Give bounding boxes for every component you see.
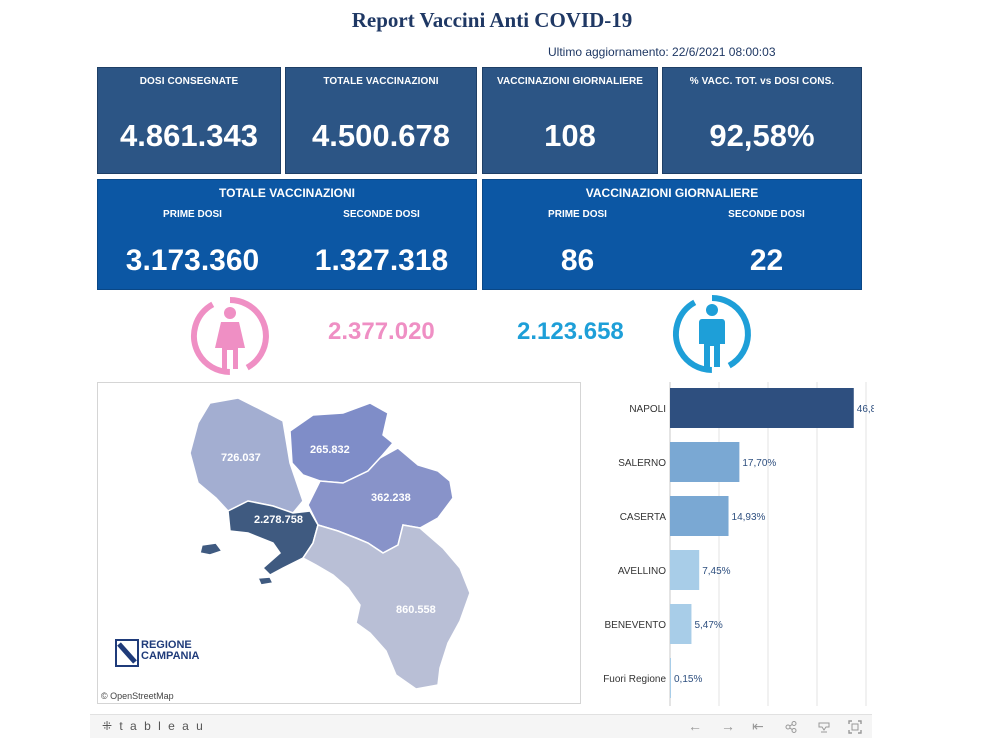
map-attribution: © OpenStreetMap <box>101 691 174 701</box>
first-dose-label: PRIME DOSI <box>163 209 222 220</box>
value-label: 46,88% <box>857 404 874 415</box>
campania-map[interactable]: 726.037 265.832 362.238 2.278.758 860.55… <box>97 382 581 704</box>
region-label-avellino: 362.238 <box>371 492 411 504</box>
bar-salerno[interactable] <box>670 442 740 482</box>
first-dose-label: PRIME DOSI <box>548 209 607 220</box>
value-label: 7,45% <box>702 566 730 577</box>
page-title: Report Vaccini Anti COVID-19 <box>351 8 633 32</box>
male-person-icon <box>673 295 751 373</box>
download-icon[interactable] <box>817 720 831 734</box>
kpi-value: 92,58% <box>709 118 815 153</box>
kpi-value: 4.861.343 <box>120 118 258 153</box>
category-label: NAPOLI <box>629 404 666 415</box>
value-label: 0,15% <box>674 674 702 685</box>
logo-text: REGIONE CAMPANIA <box>141 639 200 662</box>
bar-napoli[interactable] <box>670 388 854 428</box>
value-label: 17,70% <box>742 458 776 469</box>
kpi-value: 108 <box>544 118 596 153</box>
kpi-vaccinazioni-giornaliere: VACCINAZIONI GIORNALIERE 108 <box>482 67 658 174</box>
region-label-caserta: 726.037 <box>221 452 261 464</box>
kpi-label: VACCINAZIONI GIORNALIERE <box>496 76 644 87</box>
kpi-totale-vaccinazioni: TOTALE VACCINAZIONI 4.500.678 <box>285 67 477 174</box>
second-dose-value: 22 <box>749 244 784 277</box>
region-salerno[interactable] <box>301 524 471 690</box>
bar-fuori-regione[interactable] <box>670 658 671 698</box>
panel-totale-vaccinazioni: TOTALE VACCINAZIONI PRIME DOSI SECONDE D… <box>97 179 477 290</box>
category-label: Fuori Regione <box>603 674 666 685</box>
category-label: BENEVENTO <box>605 620 667 631</box>
category-label: SALERNO <box>618 458 666 469</box>
kpi-dosi-consegnate: DOSI CONSEGNATE 4.861.343 <box>97 67 281 174</box>
second-dose-value: 1.327.318 <box>314 244 449 277</box>
female-vaccinations: 2.377.020 <box>328 318 435 345</box>
panel-vaccinazioni-giornaliere: VACCINAZIONI GIORNALIERE PRIME DOSI SECO… <box>482 179 862 290</box>
category-label: CASERTA <box>620 512 667 523</box>
panel-title: TOTALE VACCINAZIONI <box>219 186 355 200</box>
second-dose-label: SECONDE DOSI <box>728 209 805 220</box>
revert-icon[interactable]: ⇤ <box>752 718 764 734</box>
region-napoli[interactable] <box>227 500 319 576</box>
male-vaccinations: 2.123.658 <box>517 318 624 345</box>
region-label-salerno: 860.558 <box>396 604 436 616</box>
fullscreen-icon[interactable] <box>848 720 862 734</box>
regione-campania-logo: REGIONE CAMPANIA <box>115 639 199 672</box>
value-label: 5,47% <box>694 620 722 631</box>
region-label-napoli: 2.278.758 <box>254 514 303 526</box>
kpi-label: % VACC. TOT. vs DOSI CONS. <box>689 76 835 87</box>
region-shield-icon <box>115 639 139 667</box>
panel-title: VACCINAZIONI GIORNALIERE <box>585 186 759 200</box>
second-dose-label: SECONDE DOSI <box>343 209 420 220</box>
last-updated: Ultimo aggiornamento: 22/6/2021 08:00:03 <box>548 45 776 59</box>
kpi-label: TOTALE VACCINAZIONI <box>323 76 439 87</box>
region-napoli-island-ischia[interactable] <box>199 542 224 556</box>
map-canvas: 726.037 265.832 362.238 2.278.758 860.55… <box>189 397 471 690</box>
kpi-label: DOSI CONSEGNATE <box>139 76 239 87</box>
bar-caserta[interactable] <box>670 496 729 536</box>
redo-icon[interactable]: → <box>721 718 735 734</box>
kpi-value: 4.500.678 <box>312 118 450 153</box>
first-dose-value: 86 <box>560 244 595 277</box>
share-icon[interactable] <box>785 721 797 733</box>
bar-benevento[interactable] <box>670 604 692 644</box>
province-bar-chart: NAPOLI 46,88% SALERNO 17,70% CASERTA 14,93% AV… <box>603 382 874 706</box>
region-napoli-island-capri[interactable] <box>256 576 275 586</box>
region-benevento[interactable] <box>289 402 395 484</box>
female-person-icon <box>191 297 269 375</box>
category-label: AVELLINO <box>618 566 666 577</box>
first-dose-value: 3.173.360 <box>125 244 260 277</box>
bar-avellino[interactable] <box>670 550 700 590</box>
tableau-toolbar: ⁜ t a b l e a u ← → ⇤ <box>90 714 872 738</box>
value-label: 14,93% <box>732 512 766 523</box>
tableau-logo[interactable]: ⁜ t a b l e a u <box>102 719 205 733</box>
region-label-benevento: 265.832 <box>310 444 350 456</box>
undo-icon[interactable]: ← <box>688 718 702 734</box>
kpi-percent-vaccinati: % VACC. TOT. vs DOSI CONS. 92,58% <box>662 67 862 174</box>
